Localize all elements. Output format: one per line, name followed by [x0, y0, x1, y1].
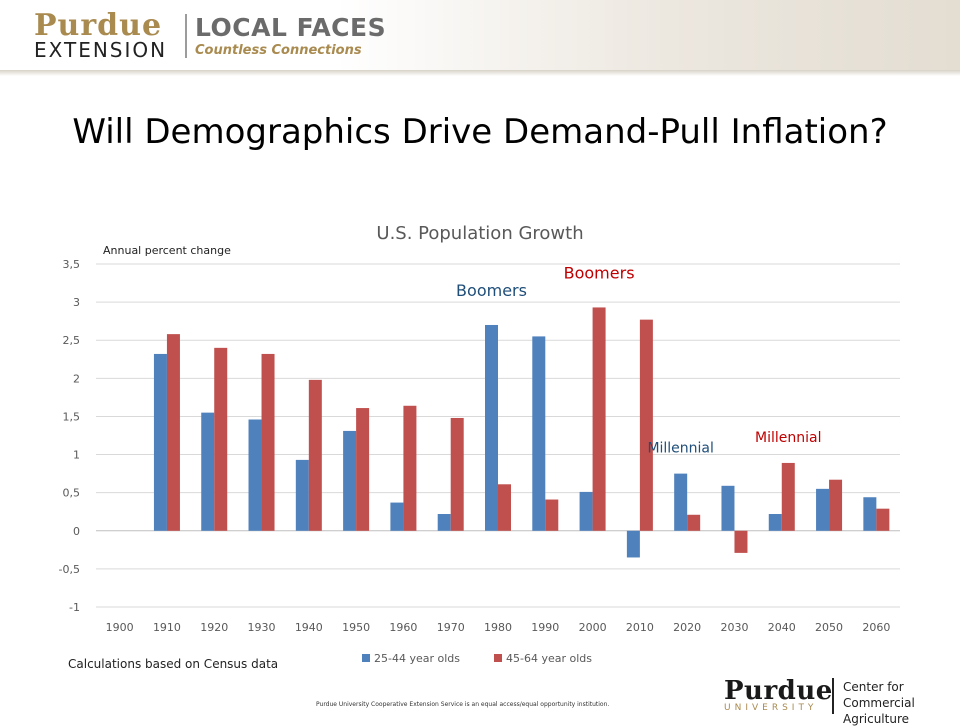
bar-25-44: [532, 336, 546, 531]
logo-divider: [185, 14, 187, 58]
x-tick-label: 2060: [862, 621, 890, 634]
bar-25-44: [626, 530, 640, 558]
bar-25-44: [201, 412, 215, 531]
purdue-extension-logo-wordmark: Purdue: [34, 8, 163, 43]
bar-45-64: [261, 353, 275, 531]
y-tick-label: 3: [73, 296, 80, 309]
footer-logo-divider: [832, 678, 834, 714]
x-tick-label: 2010: [626, 621, 654, 634]
bar-25-44: [721, 485, 735, 531]
bar-45-64: [308, 379, 322, 531]
x-tick-label: 2050: [815, 621, 843, 634]
boomers-annotation: Boomers: [564, 263, 635, 282]
bar-25-44: [485, 324, 498, 531]
bar-25-44: [437, 514, 451, 531]
bar-25-44: [579, 491, 593, 531]
x-tick-label: 1970: [437, 621, 465, 634]
y-tick-label: 3,5: [63, 258, 81, 271]
x-tick-label: 2000: [579, 621, 607, 634]
purdue-university-subtitle: UNIVERSITY: [724, 703, 818, 713]
chart-title: U.S. Population Growth: [376, 223, 583, 244]
x-tick-label: 1960: [389, 621, 417, 634]
purdue-university-logo: Purdue: [724, 676, 833, 706]
header-shadow: [0, 70, 960, 76]
bar-45-64: [214, 347, 228, 531]
bar-25-44: [153, 353, 167, 531]
y-tick-label: 0: [73, 525, 80, 538]
bar-25-44: [295, 459, 309, 531]
equal-opportunity-disclaimer: Purdue University Cooperative Extension …: [316, 701, 610, 708]
center-line-2: Commercial Agriculture: [843, 696, 915, 726]
y-tick-label: 1,5: [63, 410, 81, 423]
x-tick-label: 1900: [106, 621, 134, 634]
slide-title: Will Demographics Drive Demand-Pull Infl…: [72, 112, 888, 152]
bar-45-64: [781, 462, 795, 531]
y-tick-label: 0,5: [63, 487, 81, 500]
x-tick-label: 2030: [720, 621, 748, 634]
bar-45-64: [876, 508, 890, 531]
x-tick-label: 1910: [153, 621, 181, 634]
countless-connections-wordmark: Countless Connections: [195, 43, 362, 58]
y-axis-label: Annual percent change: [103, 244, 231, 257]
bar-25-44: [248, 419, 262, 531]
bar-45-64: [687, 514, 701, 531]
x-tick-label: 2020: [673, 621, 701, 634]
x-tick-label: 1920: [200, 621, 228, 634]
census-source-note: Calculations based on Census data: [68, 657, 279, 671]
bar-45-64: [450, 417, 464, 531]
legend-swatch-25-44: [362, 654, 370, 662]
y-tick-label: -1: [69, 601, 80, 614]
bar-45-64: [639, 319, 653, 531]
bar-25-44: [863, 497, 877, 531]
center-line-1: Center for: [843, 680, 904, 694]
bar-45-64: [356, 408, 370, 531]
x-tick-label: 1950: [342, 621, 370, 634]
y-tick-label: 2,5: [63, 334, 81, 347]
x-tick-label: 2040: [768, 621, 796, 634]
millennial-annotation: Millennial: [647, 441, 713, 457]
bar-25-44: [768, 514, 782, 531]
legend-label-25-44: 25-44 year olds: [374, 652, 460, 665]
y-tick-label: 2: [73, 372, 80, 385]
bar-45-64: [403, 405, 417, 531]
extension-logo-wordmark: EXTENSION: [34, 38, 168, 62]
y-tick-label: -0,5: [59, 563, 80, 576]
y-tick-label: 1: [73, 449, 80, 462]
bar-45-64: [592, 307, 606, 531]
boomers-annotation: Boomers: [456, 281, 527, 300]
x-tick-label: 1990: [531, 621, 559, 634]
bar-25-44: [343, 430, 357, 531]
x-tick-label: 1930: [248, 621, 276, 634]
bar-45-64: [498, 484, 511, 531]
x-tick-label: 1940: [295, 621, 323, 634]
bar-45-64: [829, 479, 843, 531]
legend-swatch-45-64: [494, 654, 502, 662]
legend-label-45-64: 45-64 year olds: [506, 652, 592, 665]
local-faces-wordmark: LOCAL FACES: [195, 13, 387, 42]
x-tick-label: 1980: [484, 621, 512, 634]
bar-45-64: [166, 334, 180, 531]
bar-25-44: [390, 502, 404, 531]
millennial-annotation: Millennial: [755, 430, 821, 446]
bar-25-44: [816, 488, 830, 531]
bar-45-64: [545, 499, 559, 531]
bar-25-44: [674, 473, 688, 531]
bar-45-64: [734, 530, 748, 553]
header-banner: [0, 0, 960, 72]
